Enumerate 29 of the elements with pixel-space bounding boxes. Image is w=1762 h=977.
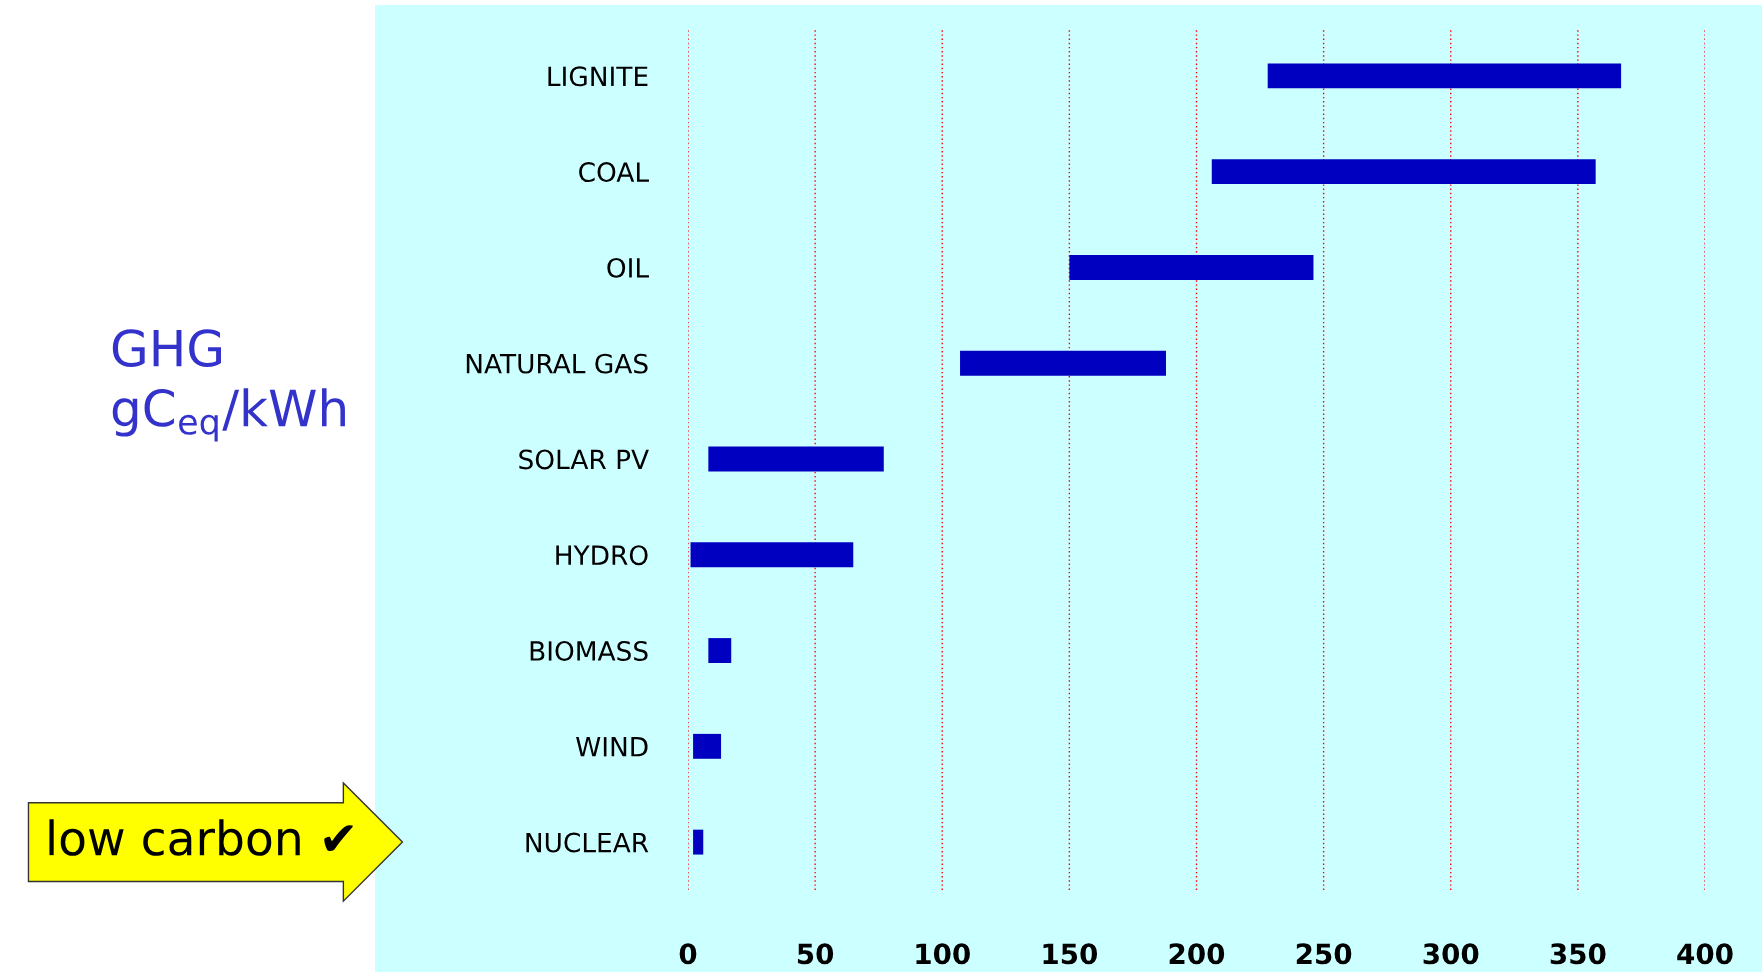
x-tick-label: 350 [1550, 943, 1606, 965]
x-tick-label: 400 [1677, 943, 1733, 965]
y-axis-title: GHG gC$_{eq}$/kWh [112, 329, 345, 442]
y-tick-label: WIND [576, 737, 648, 757]
y-tick-label: OIL [607, 257, 649, 278]
bar [1267, 63, 1622, 89]
x-tick-label: 300 [1423, 943, 1479, 965]
y-tick-label: COAL [579, 162, 649, 183]
y-tick-label: SOLAR PV [519, 449, 649, 470]
y-tick-label: LIGNITE [548, 66, 648, 87]
bar [690, 542, 854, 568]
bar [1211, 159, 1596, 185]
bar [1069, 254, 1314, 280]
x-tick-label: 150 [1043, 943, 1098, 965]
bar [693, 733, 722, 759]
text: low carbon ✔ [49, 819, 353, 856]
y-tick-label: HYDRO [556, 545, 648, 566]
x-tick-label: 50 [797, 943, 834, 965]
x-tick-label: 200 [1169, 943, 1225, 965]
x-tick-label: 0 [679, 943, 697, 965]
y-tick-label: NUCLEAR [526, 832, 649, 853]
y-tick-label: BIOMASS [530, 641, 648, 661]
bar [708, 638, 732, 664]
bar [693, 829, 704, 855]
x-tick-label: 250 [1296, 943, 1352, 965]
y-tick-label: NATURAL GAS [466, 353, 648, 374]
bar [708, 446, 884, 472]
bar [960, 350, 1166, 376]
x-tick-label: 100 [916, 943, 970, 965]
